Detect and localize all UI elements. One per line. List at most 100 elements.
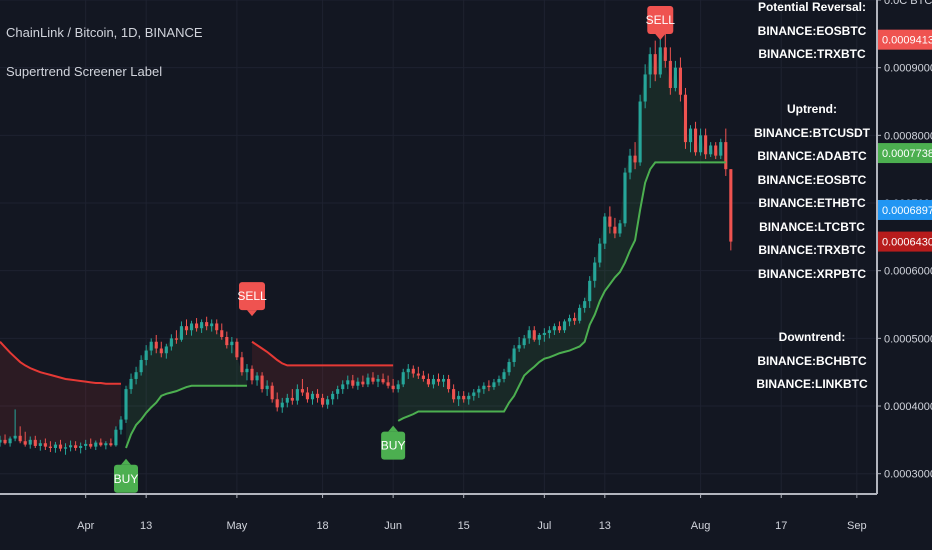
downtrend-item: BINANCE:BCHBTC: [757, 353, 867, 368]
price-tag-label: 0.00064300: [882, 237, 932, 249]
candle: [688, 125, 693, 153]
candle-body: [497, 378, 501, 383]
candle: [618, 219, 622, 237]
candle: [522, 334, 526, 349]
candle-body: [225, 337, 229, 346]
candle: [729, 169, 733, 251]
candle: [28, 436, 32, 449]
candle-body: [164, 346, 168, 354]
reversal-item: BINANCE:TRXBTC: [758, 47, 866, 61]
candle: [406, 364, 410, 379]
candle: [638, 94, 642, 166]
candle: [195, 318, 199, 332]
candle-body: [517, 345, 521, 349]
candle-body: [154, 341, 158, 349]
candle: [48, 441, 52, 453]
candle: [215, 319, 219, 335]
candle: [396, 380, 400, 393]
sell-label: SELL: [646, 5, 675, 40]
candle-body: [643, 74, 647, 102]
candle: [265, 380, 269, 396]
uptrend-item: BINANCE:XRPBTC: [758, 266, 866, 281]
candle-body: [673, 67, 677, 88]
time-tick-label: Sep: [847, 520, 867, 532]
uptrend-item: BINANCE:LTCBTC: [759, 219, 865, 234]
candle-body: [169, 338, 173, 347]
candle-body: [63, 447, 68, 449]
candle: [633, 142, 637, 170]
candle-body: [109, 443, 113, 446]
candle: [457, 391, 461, 407]
buy-label: BUY: [381, 425, 405, 460]
candle: [411, 365, 415, 378]
candle-body: [215, 323, 219, 331]
candle-body: [573, 318, 577, 321]
candle-body: [699, 135, 703, 153]
candle: [109, 438, 113, 447]
candle-body: [119, 419, 123, 430]
candle: [416, 366, 420, 379]
candle-body: [33, 439, 37, 446]
candle: [89, 438, 93, 449]
supertrend-line: [0, 161, 726, 449]
candle-body: [522, 338, 526, 346]
candle-body: [144, 350, 148, 361]
candle: [315, 389, 320, 403]
candle-body: [189, 323, 194, 331]
candle: [119, 416, 123, 435]
candle-body: [487, 385, 491, 388]
signal-label-box: [647, 5, 674, 34]
candle-body: [200, 322, 204, 329]
indicator-title[interactable]: Supertrend Screener Label: [6, 64, 163, 79]
candle-body: [567, 318, 572, 322]
candle: [583, 297, 587, 313]
signal-label-box: [239, 282, 266, 311]
candle-body: [457, 395, 461, 400]
candle-body: [658, 47, 662, 75]
candle-body: [709, 145, 713, 155]
candle-body: [38, 443, 42, 446]
candle-body: [149, 341, 153, 351]
time-tick-label: 17: [775, 520, 787, 532]
supertrend-fill-down: [252, 341, 394, 408]
supertrend-fill-up: [126, 322, 247, 448]
candle: [159, 341, 163, 358]
candle-body: [159, 348, 163, 354]
price-tick-label: 0.00080000: [884, 130, 932, 142]
candle: [527, 326, 531, 344]
candle-body: [512, 348, 516, 363]
uptrend-item: BINANCE:ETHBTC: [758, 196, 866, 210]
candle-body: [547, 330, 551, 333]
candle-body: [371, 377, 375, 382]
candle: [497, 375, 501, 386]
candle: [0, 435, 2, 447]
candle: [69, 440, 73, 452]
candle-body: [315, 393, 320, 398]
candle: [462, 391, 466, 403]
symbol-title[interactable]: ChainLink / Bitcoin, 1D, BINANCE: [6, 25, 203, 40]
candle: [250, 365, 254, 385]
candle: [210, 319, 214, 332]
candle: [43, 438, 47, 451]
supertrend-fill-down: [0, 341, 121, 449]
candle-body: [593, 262, 597, 281]
candle-body: [421, 375, 425, 379]
price-tick-label: 0.00050000: [884, 333, 932, 345]
candle-body: [230, 341, 234, 346]
candle: [38, 439, 42, 451]
candle-body: [84, 443, 88, 446]
candle: [139, 355, 143, 376]
candle: [467, 392, 471, 405]
candle-body: [462, 395, 466, 400]
candle-body: [376, 378, 380, 382]
candle: [3, 434, 7, 445]
candle: [487, 380, 491, 392]
candle: [421, 370, 425, 382]
candle-body: [416, 373, 420, 376]
buy-label-pointer: [121, 458, 132, 465]
time-tick-label: May: [227, 520, 248, 532]
sell-label-pointer: [655, 33, 666, 40]
candle-body: [250, 368, 254, 381]
candle-body: [724, 142, 728, 170]
